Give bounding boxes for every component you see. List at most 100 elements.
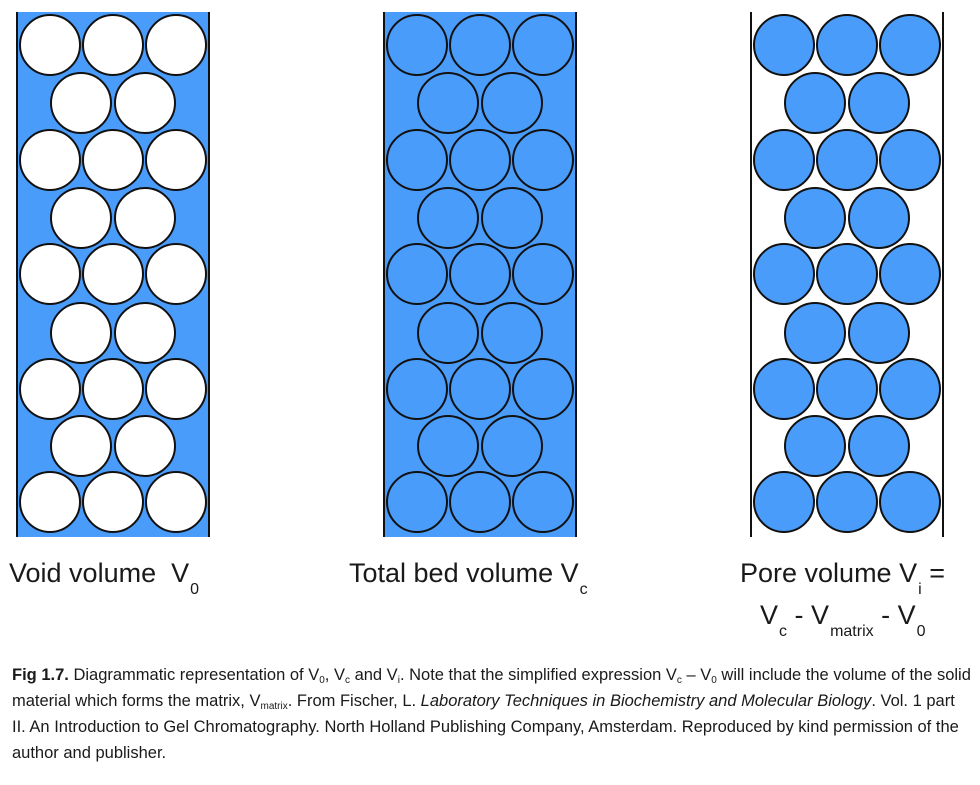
- bead: [848, 187, 910, 249]
- expr-s1: c: [779, 623, 788, 640]
- bead: [816, 243, 878, 305]
- bead: [386, 243, 448, 305]
- bead: [19, 243, 81, 305]
- bead: [784, 302, 846, 364]
- bead: [753, 358, 815, 420]
- void-volume-column: [16, 12, 210, 537]
- expr-v1: V: [760, 600, 779, 630]
- pore-volume-label: Pore volume Vi =: [740, 558, 945, 598]
- bead: [19, 129, 81, 191]
- caption-text: Diagrammatic representation of V: [68, 666, 320, 684]
- bead: [879, 358, 941, 420]
- bead: [449, 471, 511, 533]
- bead: [481, 72, 543, 134]
- caption-text: . Note that the simplified expression V: [399, 666, 677, 684]
- bead: [114, 415, 176, 477]
- pore-volume-equals: =: [929, 558, 945, 588]
- expr-s3: 0: [916, 623, 926, 640]
- bead: [512, 358, 574, 420]
- pore-volume-symbol: V: [899, 558, 918, 588]
- void-volume-symbol: V: [171, 558, 190, 588]
- bead: [512, 14, 574, 76]
- expr-v3: V: [897, 600, 916, 630]
- bead: [784, 187, 846, 249]
- void-volume-label: Void volume V0: [9, 558, 199, 598]
- bead: [417, 302, 479, 364]
- bead: [145, 358, 207, 420]
- caption-text: and V: [349, 666, 398, 684]
- bead: [481, 302, 543, 364]
- total-bed-volume-label: Total bed volume Vc: [349, 558, 588, 598]
- bead: [879, 14, 941, 76]
- caption-sub: i: [397, 675, 400, 686]
- bead: [145, 14, 207, 76]
- expr-op1: -: [794, 600, 804, 630]
- caption-text: . From Fischer, L.: [287, 692, 421, 710]
- bead: [449, 129, 511, 191]
- bead: [386, 471, 448, 533]
- pore-volume-column: [750, 12, 944, 537]
- pore-volume-expression: Vc - Vmatrix - V0: [760, 600, 926, 640]
- bead: [753, 14, 815, 76]
- caption-sub: c: [344, 675, 350, 686]
- bead: [145, 471, 207, 533]
- pore-volume-subscript: i: [918, 581, 922, 598]
- bead: [417, 415, 479, 477]
- bead: [753, 129, 815, 191]
- caption-text: . Vol. 1 part II. An Introduction to Gel…: [12, 692, 959, 762]
- caption-text: will include the volume of the solid mat…: [12, 666, 971, 710]
- bead: [386, 129, 448, 191]
- expr-s2: matrix: [830, 623, 874, 640]
- bead: [753, 243, 815, 305]
- total-bed-volume-column: [383, 12, 577, 537]
- bead: [386, 14, 448, 76]
- bead: [82, 471, 144, 533]
- bead: [19, 471, 81, 533]
- bead: [50, 72, 112, 134]
- caption-fig-label: Fig 1.7.: [12, 666, 69, 684]
- bead: [82, 358, 144, 420]
- bead: [114, 72, 176, 134]
- caption-sub: c: [676, 675, 682, 686]
- bead: [512, 129, 574, 191]
- bead: [145, 129, 207, 191]
- bead: [512, 243, 574, 305]
- bead: [82, 129, 144, 191]
- bead: [879, 471, 941, 533]
- bead: [449, 243, 511, 305]
- bead: [449, 358, 511, 420]
- void-volume-subscript: 0: [190, 581, 200, 598]
- bead: [784, 415, 846, 477]
- bead: [145, 243, 207, 305]
- bead: [82, 243, 144, 305]
- bead: [879, 129, 941, 191]
- bead: [848, 72, 910, 134]
- total-bed-volume-symbol: V: [560, 558, 579, 588]
- bead: [417, 72, 479, 134]
- void-volume-text: Void volume: [9, 558, 157, 588]
- bead: [50, 187, 112, 249]
- bead: [417, 187, 479, 249]
- expr-op2: -: [881, 600, 891, 630]
- pore-volume-text: Pore volume: [740, 558, 892, 588]
- caption-sub: 0: [711, 675, 717, 686]
- figure-caption: Fig 1.7. Diagrammatic representation of …: [12, 662, 972, 766]
- bead: [816, 129, 878, 191]
- caption-sub: matrix: [260, 701, 288, 712]
- expr-v2: V: [811, 600, 830, 630]
- caption-book-title: Laboratory Techniques in Biochemistry an…: [420, 692, 872, 710]
- bead: [879, 243, 941, 305]
- bead: [481, 187, 543, 249]
- bead: [481, 415, 543, 477]
- bead: [19, 358, 81, 420]
- caption-text: , V: [324, 666, 345, 684]
- bead: [386, 358, 448, 420]
- bead: [816, 471, 878, 533]
- caption-text: – V: [681, 666, 712, 684]
- total-bed-volume-subscript: c: [579, 581, 588, 598]
- bead: [50, 302, 112, 364]
- bead: [848, 302, 910, 364]
- bead: [784, 72, 846, 134]
- bead: [114, 302, 176, 364]
- total-bed-volume-text: Total bed volume: [349, 558, 554, 588]
